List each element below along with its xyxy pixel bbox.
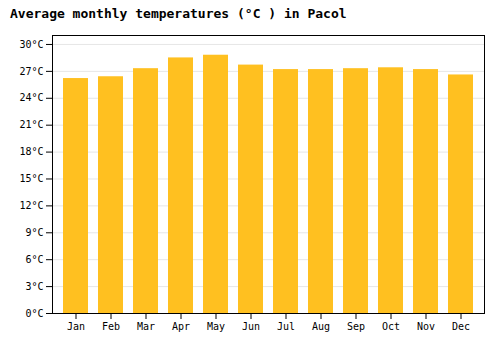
svg-text:Apr: Apr [172,321,190,332]
svg-text:Nov: Nov [417,321,435,332]
svg-text:0°C: 0°C [25,308,43,319]
svg-text:Sep: Sep [347,321,365,332]
svg-text:Dec: Dec [452,321,470,332]
svg-text:24°C: 24°C [19,92,43,103]
svg-text:27°C: 27°C [19,66,43,77]
svg-text:Mar: Mar [137,321,155,332]
svg-text:Jan: Jan [67,321,85,332]
svg-text:3°C: 3°C [25,281,43,292]
svg-text:May: May [207,321,225,332]
svg-text:Oct: Oct [382,321,400,332]
html-text:Average monthly temperatures (: Average monthly temperatures (°C ) in Pa… [10,6,347,21]
svg-text:15°C: 15°C [19,173,43,184]
svg-text:21°C: 21°C [19,119,43,130]
svg-text:18°C: 18°C [19,146,43,157]
svg-text:30°C: 30°C [19,39,43,50]
svg-text:Aug: Aug [312,321,330,332]
svg-text:6°C: 6°C [25,254,43,265]
svg-text:Feb: Feb [102,321,120,332]
svg-text:9°C: 9°C [25,227,43,238]
svg-text:Jun: Jun [242,321,260,332]
svg-text:Jul: Jul [277,321,295,332]
svg-text:12°C: 12°C [19,200,43,211]
